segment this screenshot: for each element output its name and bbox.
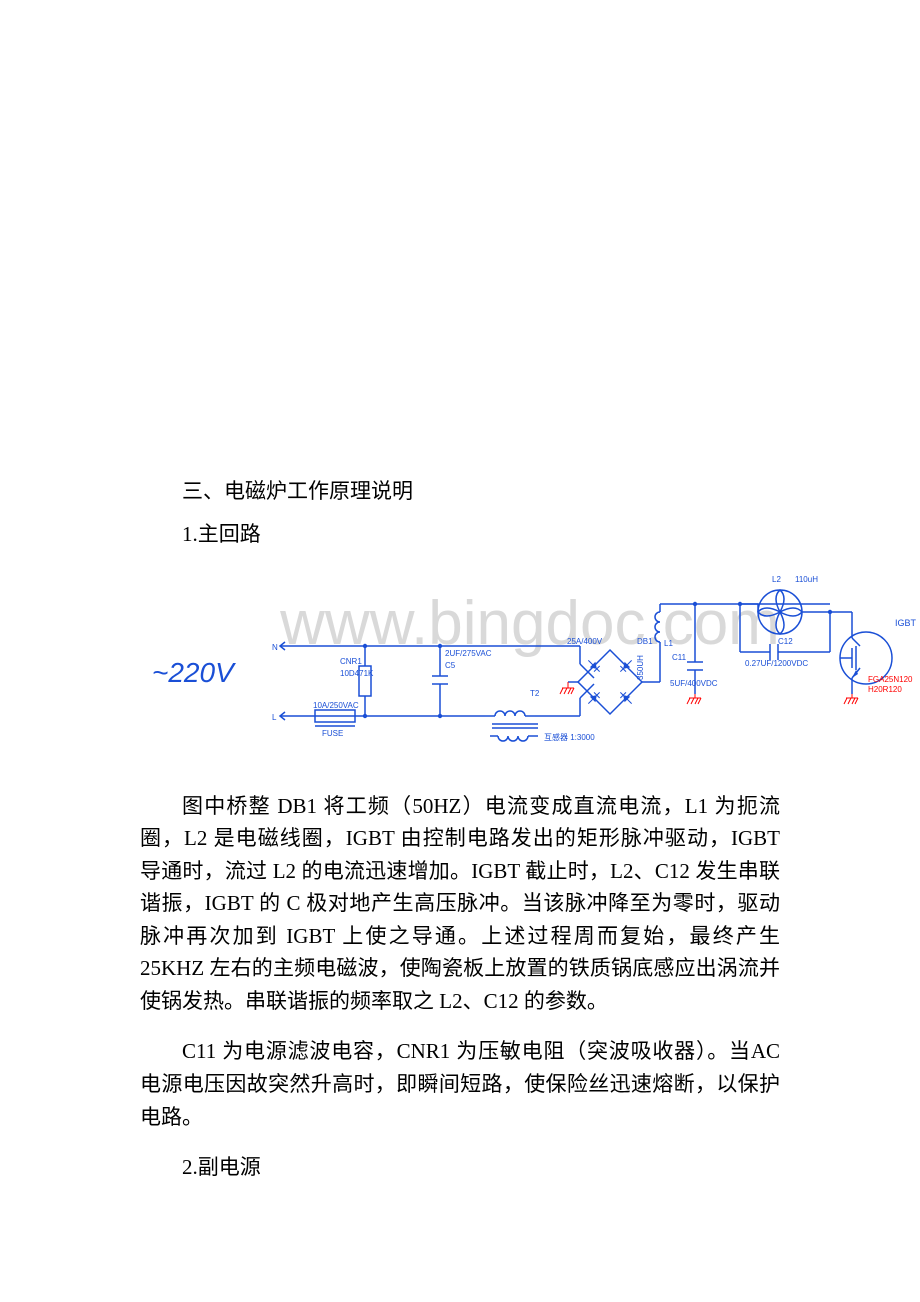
ground-icon — [560, 682, 574, 694]
t2-val: 互感器 1:3000 — [544, 732, 595, 742]
coil-symbol — [498, 736, 528, 741]
c5-val: 2UF/275VAC — [445, 649, 492, 658]
l2-val: 110uH — [795, 575, 818, 584]
c11-val: 5UF/400VDC — [670, 679, 718, 688]
l2-ref: L2 — [772, 575, 781, 584]
item2-heading: 2.副电源 — [140, 1151, 780, 1184]
section-heading: 三、电磁炉工作原理说明 — [140, 475, 780, 508]
db1-val: 25A/400V — [567, 637, 603, 646]
document-page: 三、电磁炉工作原理说明 1.主回路 www.bingdoc.com ~220V … — [0, 0, 920, 1302]
c12-ref: C12 — [778, 637, 793, 646]
db1-ref: DB1 — [637, 637, 653, 646]
terminal-n-label: N — [272, 643, 278, 652]
igbt-ref: IGBT — [895, 618, 917, 628]
cnr1-ref: CNR1 — [340, 657, 362, 666]
terminal-l-label: L — [272, 713, 277, 722]
c5-ref: C5 — [445, 661, 456, 670]
igbt-part1: FGA25N120 — [868, 675, 913, 684]
c12-val: 0.27UF/1200VDC — [745, 659, 808, 668]
cnr1-val: 10D471K — [340, 669, 374, 678]
paragraph-2: C11 为电源滤波电容，CNR1 为压敏电阻（突波吸收器）。当AC 电源电压因故… — [140, 1035, 780, 1133]
fuse-ref: FUSE — [322, 729, 343, 738]
ground-icon — [687, 694, 701, 704]
item1-heading: 1.主回路 — [140, 518, 780, 551]
paragraph-1: 图中桥整 DB1 将工频（50HZ）电流变成直流电流，L1 为扼流圈，L2 是电… — [140, 790, 780, 1018]
l1-val: 350UH — [636, 655, 645, 680]
ground-icon — [844, 694, 858, 704]
watermark-text: www.bingdoc.com — [279, 589, 780, 658]
main-circuit-diagram: www.bingdoc.com ~220V N L 10A/250VAC FUS… — [140, 564, 920, 774]
source-voltage-label: ~220V — [152, 657, 236, 688]
l1-ref: L1 — [664, 639, 673, 648]
bridge-rectifier-symbol — [578, 650, 642, 714]
t2-ref: T2 — [530, 689, 540, 698]
c11-ref: C11 — [672, 653, 687, 662]
coil-symbol — [495, 711, 525, 716]
fuse-value: 10A/250VAC — [313, 701, 359, 710]
igbt-part2: H20R120 — [868, 685, 902, 694]
